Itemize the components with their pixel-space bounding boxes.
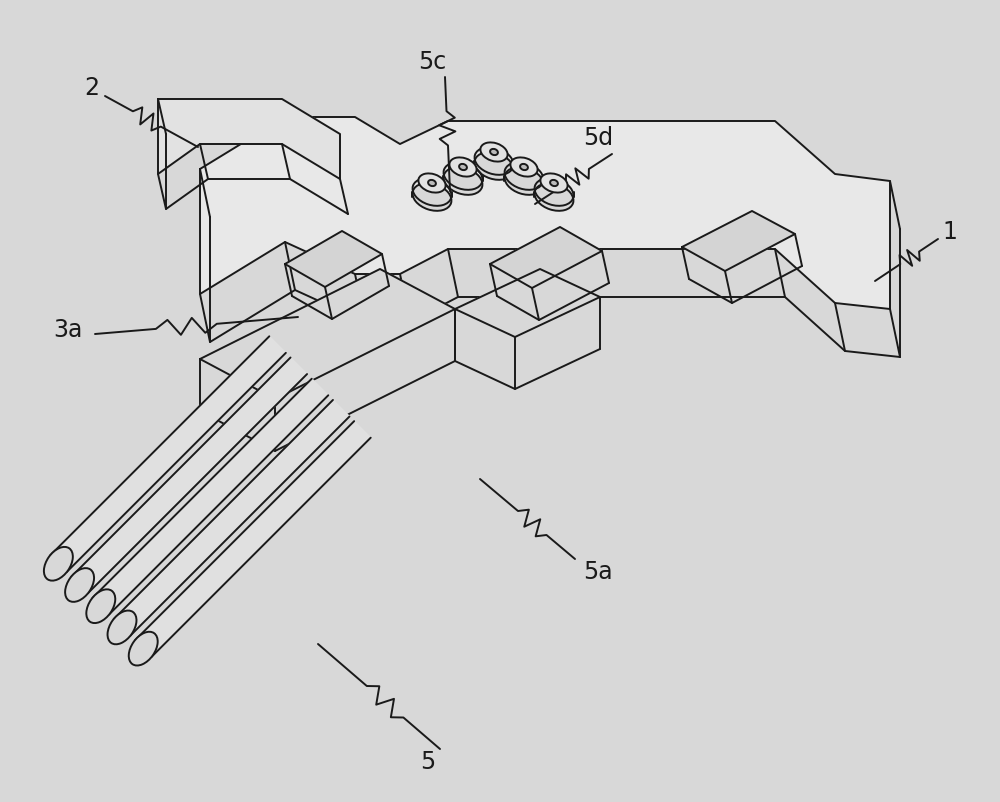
Ellipse shape <box>65 569 94 602</box>
Polygon shape <box>135 422 371 657</box>
Text: 1: 1 <box>943 220 957 244</box>
Ellipse shape <box>505 168 543 196</box>
Ellipse shape <box>418 174 446 193</box>
Ellipse shape <box>86 589 115 623</box>
Ellipse shape <box>490 150 498 156</box>
Ellipse shape <box>108 611 136 645</box>
Text: 5c: 5c <box>418 50 446 74</box>
Polygon shape <box>158 100 340 180</box>
Polygon shape <box>455 269 600 338</box>
Ellipse shape <box>540 174 568 193</box>
Ellipse shape <box>444 168 482 196</box>
Ellipse shape <box>44 547 73 581</box>
Ellipse shape <box>480 144 508 162</box>
Polygon shape <box>50 337 286 573</box>
Ellipse shape <box>550 180 558 187</box>
Text: 5a: 5a <box>583 559 613 583</box>
Ellipse shape <box>475 153 513 180</box>
Ellipse shape <box>520 164 528 171</box>
Text: 5: 5 <box>420 749 436 773</box>
Ellipse shape <box>449 158 477 177</box>
Polygon shape <box>114 400 349 636</box>
Polygon shape <box>285 232 382 288</box>
Ellipse shape <box>129 632 158 666</box>
Polygon shape <box>490 228 602 289</box>
Text: 2: 2 <box>85 76 100 100</box>
Polygon shape <box>93 379 328 614</box>
Text: 3a: 3a <box>53 318 83 342</box>
Polygon shape <box>200 269 455 399</box>
Ellipse shape <box>428 180 436 187</box>
Ellipse shape <box>535 184 573 212</box>
Polygon shape <box>682 212 795 272</box>
Ellipse shape <box>510 158 538 177</box>
Ellipse shape <box>459 164 467 171</box>
Polygon shape <box>200 118 890 310</box>
Polygon shape <box>71 358 307 593</box>
Ellipse shape <box>413 184 451 212</box>
Text: 5d: 5d <box>583 126 613 150</box>
